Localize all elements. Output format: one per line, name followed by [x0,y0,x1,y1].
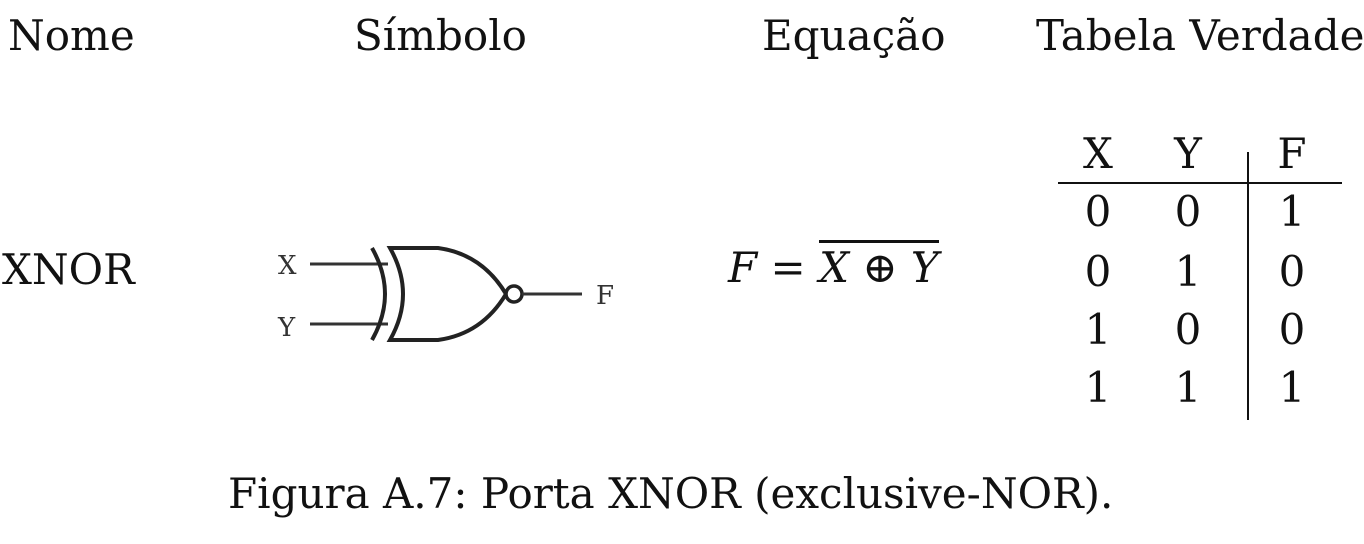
truth-table-column-rule [1247,152,1249,420]
gate-body [386,246,509,342]
truth-table-header-f: F [1277,129,1307,178]
truth-table-header-x: X [1083,129,1113,178]
gate-name: XNOR [2,245,135,294]
header-equacao: Equação [762,11,946,60]
header-simbolo: Símbolo [354,11,527,60]
truth-table-cell: 1 [1174,247,1202,296]
equation: F = X ⊕ Y [728,240,939,296]
xnor-extra-arc [370,247,387,341]
equation-equals: = [770,243,806,292]
truth-table-cell: 0 [1174,305,1202,354]
truth-table-header-rule [1058,182,1342,184]
truth-table: X Y F 0 0 1 0 1 0 1 0 0 1 1 1 [1058,126,1342,426]
truth-table-cell: 0 [1278,247,1306,296]
truth-table-cell: 1 [1084,305,1112,354]
equation-lhs: F [728,243,758,292]
header-nome: Nome [8,11,135,60]
input-y-label: Y [277,313,296,343]
equation-y: Y [910,243,939,292]
truth-table-cell: 1 [1278,363,1306,412]
truth-table-cell: 1 [1084,363,1112,412]
truth-table-header-y: Y [1174,129,1202,178]
truth-table-cell: 0 [1084,187,1112,236]
truth-table-cell: 0 [1084,247,1112,296]
input-x-label: X [278,251,297,281]
xor-operator: ⊕ [862,243,898,292]
equation-overline-group: X ⊕ Y [819,240,939,291]
truth-table-cell: 1 [1278,187,1306,236]
figure-caption: Figura A.7: Porta XNOR (exclusive-NOR). [228,469,1114,518]
inversion-bubble [504,284,524,304]
xnor-gate-symbol: X Y F [277,246,614,343]
truth-table-cell: 0 [1174,187,1202,236]
truth-table-cell: 1 [1174,363,1202,412]
output-f-label: F [596,281,614,311]
equation-x: X [819,243,849,292]
truth-table-cell: 0 [1278,305,1306,354]
header-tabela-verdade: Tabela Verdade [1036,11,1364,60]
